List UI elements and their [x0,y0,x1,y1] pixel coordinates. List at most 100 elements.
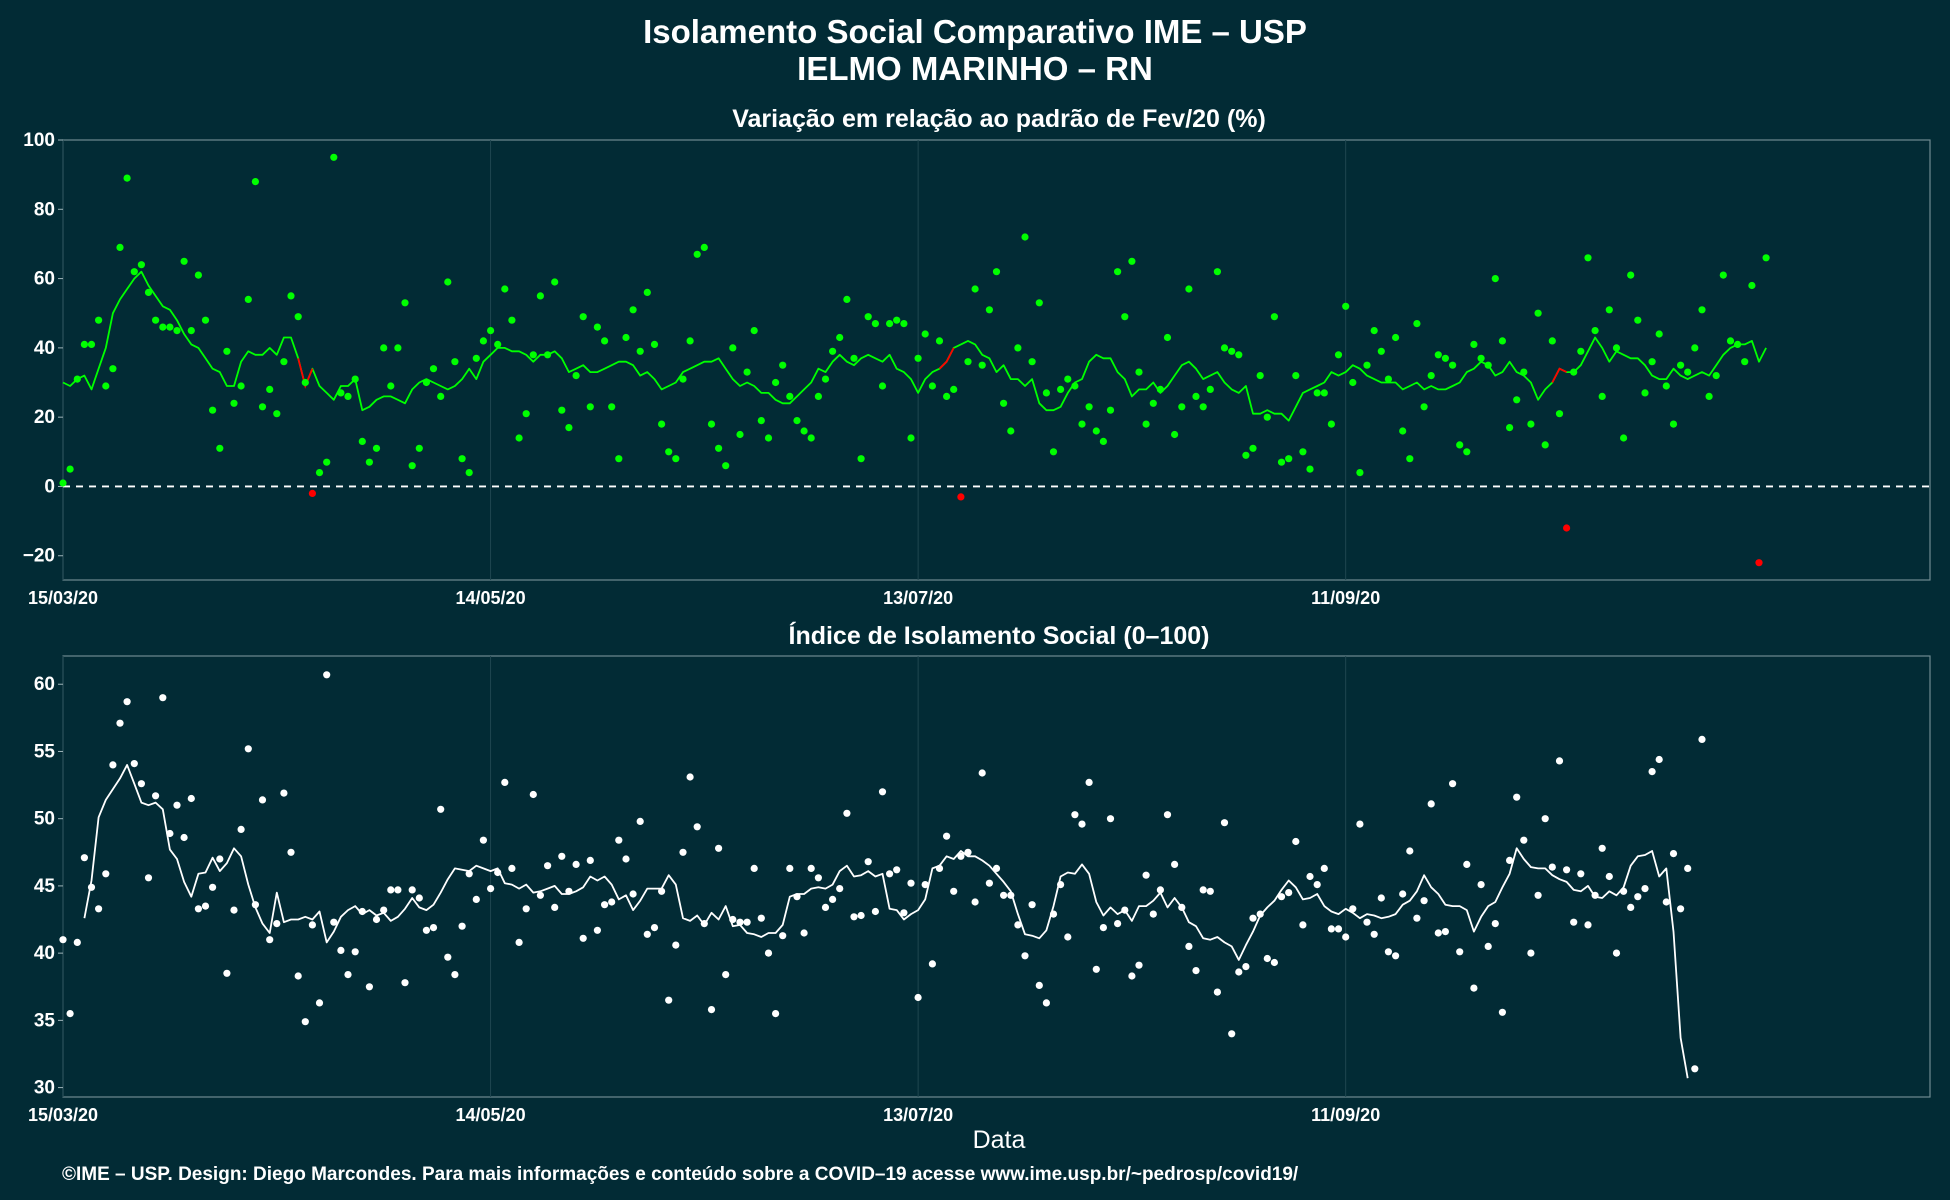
panel1-data-point [743,918,751,926]
panel1-data-point [1598,844,1606,852]
panel0-data-point [992,268,1001,276]
panel1-data-point [1605,872,1613,881]
panel1-x-tick-label: 15/03/20 [28,1105,98,1125]
panel0-data-point [1320,389,1328,397]
panel1-data-point [1655,755,1663,764]
panel0-data-point [608,403,616,411]
panel1-data-point [1256,910,1264,918]
panel0-data-point [116,243,124,251]
panel0-data-point [572,372,580,380]
panel1-data-point [201,902,210,910]
panel1-data-point [1363,918,1371,926]
panel0-data-point [429,365,438,373]
panel1-data-point [1228,1030,1236,1038]
panel1-data-point [408,886,416,894]
panel1-data-point [1235,968,1243,976]
panel1-data-point [429,924,438,932]
panel0-data-point [358,437,366,445]
panel0-data-point [1228,347,1236,355]
panel1-data-point [971,898,979,906]
panel0-data-point [1035,299,1043,307]
panel1-data-point [166,829,174,838]
panel1-data-point [1128,972,1136,980]
panel1-data-point [985,879,994,887]
panel0-data-point [515,434,523,442]
panel0-data-point [501,285,509,293]
panel1-data-point [1477,881,1485,889]
panel0-data-point [351,375,359,383]
panel1-data-point [943,832,951,840]
panel1-data-point [665,996,673,1004]
panel0-data-point [1584,254,1592,262]
panel0-data-point [1235,351,1243,359]
panel0-data-point [586,403,594,411]
panel0-data-point [1213,268,1221,276]
panel1-data-point [1377,894,1385,902]
panel0-data-point [1563,524,1571,532]
panel1-data-point [358,907,366,916]
panel1-data-point [1042,999,1050,1007]
panel1-data-point [1392,952,1400,960]
panel1-data-point [1057,881,1065,889]
panel0-data-point [1149,399,1157,407]
panel1-data-point [59,936,67,944]
panel1-data-point [1648,768,1656,776]
panel0-data-point [287,292,295,300]
panel1-data-point [907,879,915,887]
panel0-data-point [729,344,737,352]
panel0-data-point [59,479,67,487]
panel1-data-point [230,906,238,914]
panel0-data-point [330,153,338,161]
panel0-data-point [850,354,858,362]
panel1-data-point [1570,918,1578,926]
panel0-data-point [601,337,609,345]
panel0-data-point [1420,403,1428,411]
panel0-data-point [451,358,459,366]
panel1-data-point [1242,963,1250,971]
panel1-data-point [1420,897,1428,905]
panel1-data-point [109,761,117,769]
panel0-data-point [1491,275,1499,283]
panel1-data-point [1484,942,1492,951]
panel0-x-tick-label: 15/03/20 [28,588,98,608]
panel0-data-point [1049,448,1058,456]
panel1-data-point [80,854,88,862]
panel1-data-point [458,922,466,930]
panel0-data-point [1057,385,1065,393]
panel1-data-point [722,971,730,979]
panel0-data-point [95,316,103,324]
panel1-data-point [1199,886,1207,894]
panel0-data-point [722,462,730,470]
panel1-x-tick-label: 11/09/20 [1311,1105,1380,1125]
panel0-data-point [1220,344,1229,352]
panel0-data-point [1648,358,1656,366]
panel0-data-point [1548,337,1556,345]
panel1-data-point [1206,887,1214,895]
panel1-data-point [1548,863,1556,871]
panel1-data-point [1142,871,1150,879]
panel0-data-point [1498,337,1506,345]
panel0-data-point [529,351,537,359]
panel0-data-point [658,420,666,428]
panel1-data-point [843,809,851,817]
panel0-data-point [878,382,887,390]
panel0-data-point [508,316,516,324]
panel1-data-point [544,862,552,870]
panel1-data-point [1669,850,1678,858]
panel0-data-point [1413,320,1421,328]
panel1-data-point [1534,891,1542,899]
panel1-data-point [1413,914,1421,922]
panel0-data-point [622,333,630,342]
panel1-data-point [729,915,737,924]
panel1-data-point [66,1010,74,1018]
panel1-data-point [1463,860,1471,869]
panel0-data-point [408,462,416,470]
panel0-data-point [1021,233,1029,241]
panel0-data-point [415,444,423,452]
panel1-data-point [1028,901,1036,909]
panel0-data-point [494,340,502,348]
panel0-data-point [1106,406,1115,414]
panel0-data-point [928,382,937,390]
panel0-smoothed-line-negative [1551,367,1567,383]
panel1-data-point [871,907,880,916]
